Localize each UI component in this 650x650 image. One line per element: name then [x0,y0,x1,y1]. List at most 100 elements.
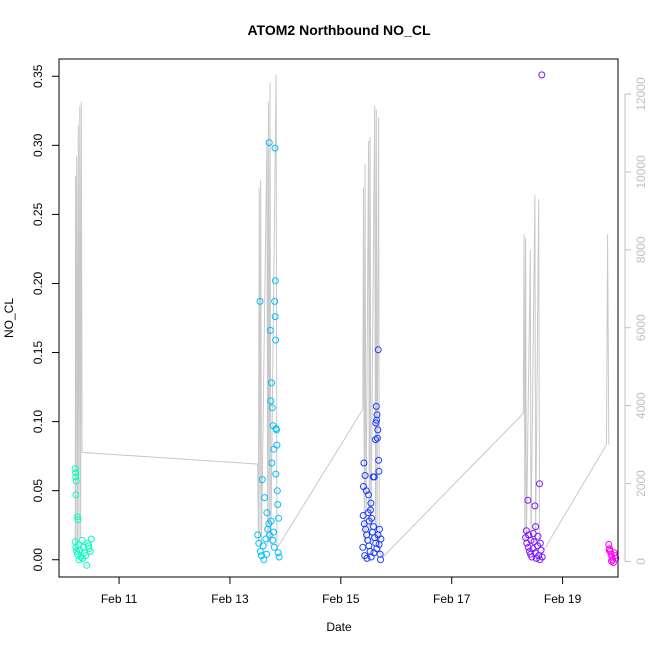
data-point-g3-28 [370,523,378,531]
data-point-g2-16 [271,313,279,321]
data-point-g2-28 [258,552,265,560]
data-point-g4-19 [538,553,546,561]
y-axis-label: NO_CL [2,298,16,338]
data-point-g2-17 [272,336,280,344]
data-point-g2-41 [270,528,277,536]
data-point-g1-15 [78,536,86,544]
data-point-g5-7 [609,559,617,566]
y-tick-label-3: 0.10 [31,410,45,434]
y2-tick-label-7: 12000 [634,77,648,111]
data-point-g4-4 [538,71,546,79]
data-point-g3-9 [372,436,379,444]
data-point-g4-10 [528,553,536,561]
data-point-g3-8 [370,473,378,481]
data-point-g3-6 [367,499,375,507]
data-point-g2-25 [254,531,262,539]
data-point-g3-41 [370,549,378,557]
y2-tick-label-3: 4000 [634,392,648,419]
data-point-g3-16 [374,346,382,354]
data-point-g5-1 [605,541,613,548]
data-point-g2-2 [258,476,266,484]
data-point-g2-27 [256,547,264,555]
scatter-points [71,71,620,569]
y2-tick-label-5: 8000 [634,236,648,263]
data-point-g3-1 [360,459,368,467]
data-point-g2-15 [271,297,279,305]
y2-tick-label-2: 2000 [634,470,648,497]
data-point-g1-19 [83,561,91,569]
data-point-g2-22 [273,487,281,495]
y2-tick-label-4: 6000 [634,314,648,341]
y-tick-label-8: 0.35 [31,64,45,88]
data-point-g2-6 [266,326,274,334]
data-point-g2-19 [273,426,280,434]
data-point-g1-23 [87,535,95,543]
data-point-g2-20 [273,441,281,449]
data-point-g2-4 [263,509,271,517]
data-point-g4-2 [531,502,539,510]
data-point-g3-42 [376,525,383,533]
data-point-g3-12 [373,416,381,424]
data-point-g2-5 [265,139,273,147]
data-point-g4-7 [524,543,532,551]
data-point-g2-9 [268,404,276,412]
data-point-g2-8 [267,397,275,405]
y-tick-label-5: 0.20 [31,271,45,295]
data-point-g1-1 [71,465,79,473]
y-tick-label-1: 0.00 [31,548,45,572]
data-point-g2-24 [275,514,282,522]
y-tick-label-7: 0.30 [31,133,45,157]
y-axis: 0.00 0.05 0.10 0.15 0.20 0.25 0.30 0.35 [31,64,59,571]
data-point-g2-38 [260,556,268,564]
data-point-g1-4 [72,477,80,485]
data-point-g2-30 [262,535,270,543]
data-point-g2-40 [267,517,275,525]
data-point-g3-17 [375,456,383,464]
plot-frame [58,58,619,578]
data-point-g1-26 [85,542,93,550]
data-point-g4-18 [537,546,545,554]
y2-tick-label-1: 0 [634,558,648,565]
data-point-g2-35 [270,543,278,551]
data-point-g4-22 [527,536,535,544]
data-point-g2-37 [275,553,283,561]
data-point-g2-34 [269,536,277,544]
data-point-g4-24 [532,523,540,531]
data-point-g3-43 [377,556,384,564]
data-point-g3-2 [361,472,369,479]
y2-tick-label-6: 10000 [634,155,648,189]
data-point-g1-7 [74,516,82,524]
data-point-g1-25 [79,554,86,562]
data-point-g5-12 [608,557,615,565]
y-tick-label-2: 0.05 [31,479,45,503]
data-point-g3-10 [372,402,380,410]
data-point-g4-20 [522,527,530,535]
data-point-g3-18 [375,467,383,475]
x-axis: Feb 11 Feb 13 Feb 15 Feb 17 Feb 19 [101,577,582,606]
data-point-g1-24 [75,556,83,564]
x-tick-label-5: Feb 19 [544,592,582,606]
data-point-g1-2 [72,469,80,477]
data-point-g4-1 [524,496,532,504]
data-point-g2-39 [263,550,270,558]
data-point-g2-7 [268,379,275,387]
data-point-g2-1 [256,297,264,305]
data-point-g2-13 [271,144,279,152]
data-point-g1-3 [72,473,80,481]
x-axis-label: Date [326,620,352,634]
data-point-g2-29 [259,542,267,550]
data-point-g4-26 [536,539,544,547]
y2-axis: 0 2000 4000 6000 8000 10000 12000 [624,77,648,565]
x-tick-label-2: Feb 13 [211,592,249,606]
data-point-g2-14 [271,277,279,285]
data-point-g3-24 [365,542,373,550]
data-point-g2-36 [274,549,282,557]
data-point-g1-6 [74,513,81,521]
x-tick-label-4: Feb 17 [433,592,471,606]
data-point-g1-5 [72,491,80,499]
data-point-g3-25 [366,547,374,555]
data-point-g2-3 [261,494,269,502]
data-point-g3-14 [374,426,382,434]
data-point-g1-10 [73,547,81,555]
x-tick-label-3: Feb 15 [322,592,360,606]
